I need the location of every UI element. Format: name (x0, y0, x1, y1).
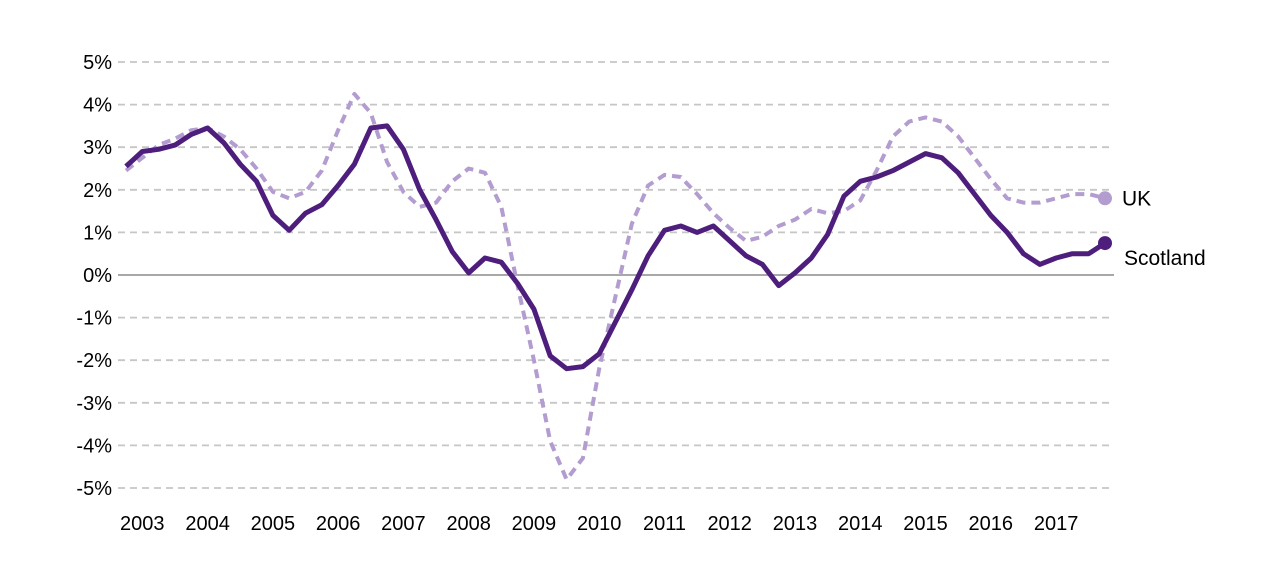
y-tick-label: 0% (83, 265, 112, 287)
series-line-scotland (124, 123, 1107, 372)
y-tick-label: -5% (76, 478, 112, 500)
x-tick-label: 2013 (773, 513, 818, 535)
x-tick-label: 2011 (643, 513, 686, 535)
x-tick-label: 2012 (707, 513, 752, 535)
y-tick-label: 5% (83, 52, 112, 74)
x-tick-label: 2017 (1034, 513, 1079, 535)
series-end-dot-scotland (1098, 236, 1112, 251)
x-tick-label: 2010 (577, 513, 622, 535)
y-axis-labels: 5% 4% 3% 2% 1% 0% -1% -2% -3% -4% -5% (76, 52, 112, 500)
series-group: UK Scotland (124, 91, 1206, 482)
x-tick-label: 2006 (316, 513, 361, 535)
x-tick-label: 2015 (903, 513, 948, 535)
y-tick-label: 2% (83, 180, 112, 202)
x-axis-labels: 2003 2004 2005 2006 2007 2008 2009 2010 2011 2012… (120, 513, 1078, 535)
y-tick-label: 3% (83, 137, 112, 159)
series-label-uk: UK (1122, 187, 1151, 210)
series-label-scotland: Scotland (1124, 247, 1206, 270)
y-tick-label: 1% (83, 222, 112, 244)
x-tick-label: 2007 (381, 513, 426, 535)
x-tick-label: 2005 (251, 513, 296, 535)
x-tick-label: 2014 (838, 513, 883, 535)
x-tick-label: 2009 (512, 513, 557, 535)
series-end-dot-uk (1098, 191, 1112, 206)
y-tick-label: -1% (76, 308, 112, 330)
x-tick-label: 2003 (120, 513, 165, 535)
x-tick-label: 2008 (446, 513, 491, 535)
series-line-uk (124, 91, 1106, 482)
gridlines (118, 61, 1114, 489)
x-tick-label: 2004 (185, 513, 230, 535)
y-tick-label: -2% (76, 350, 112, 372)
y-tick-label: -3% (76, 393, 112, 415)
y-tick-label: 4% (83, 95, 112, 117)
y-tick-label: -4% (76, 435, 112, 457)
x-tick-label: 2016 (969, 513, 1014, 535)
